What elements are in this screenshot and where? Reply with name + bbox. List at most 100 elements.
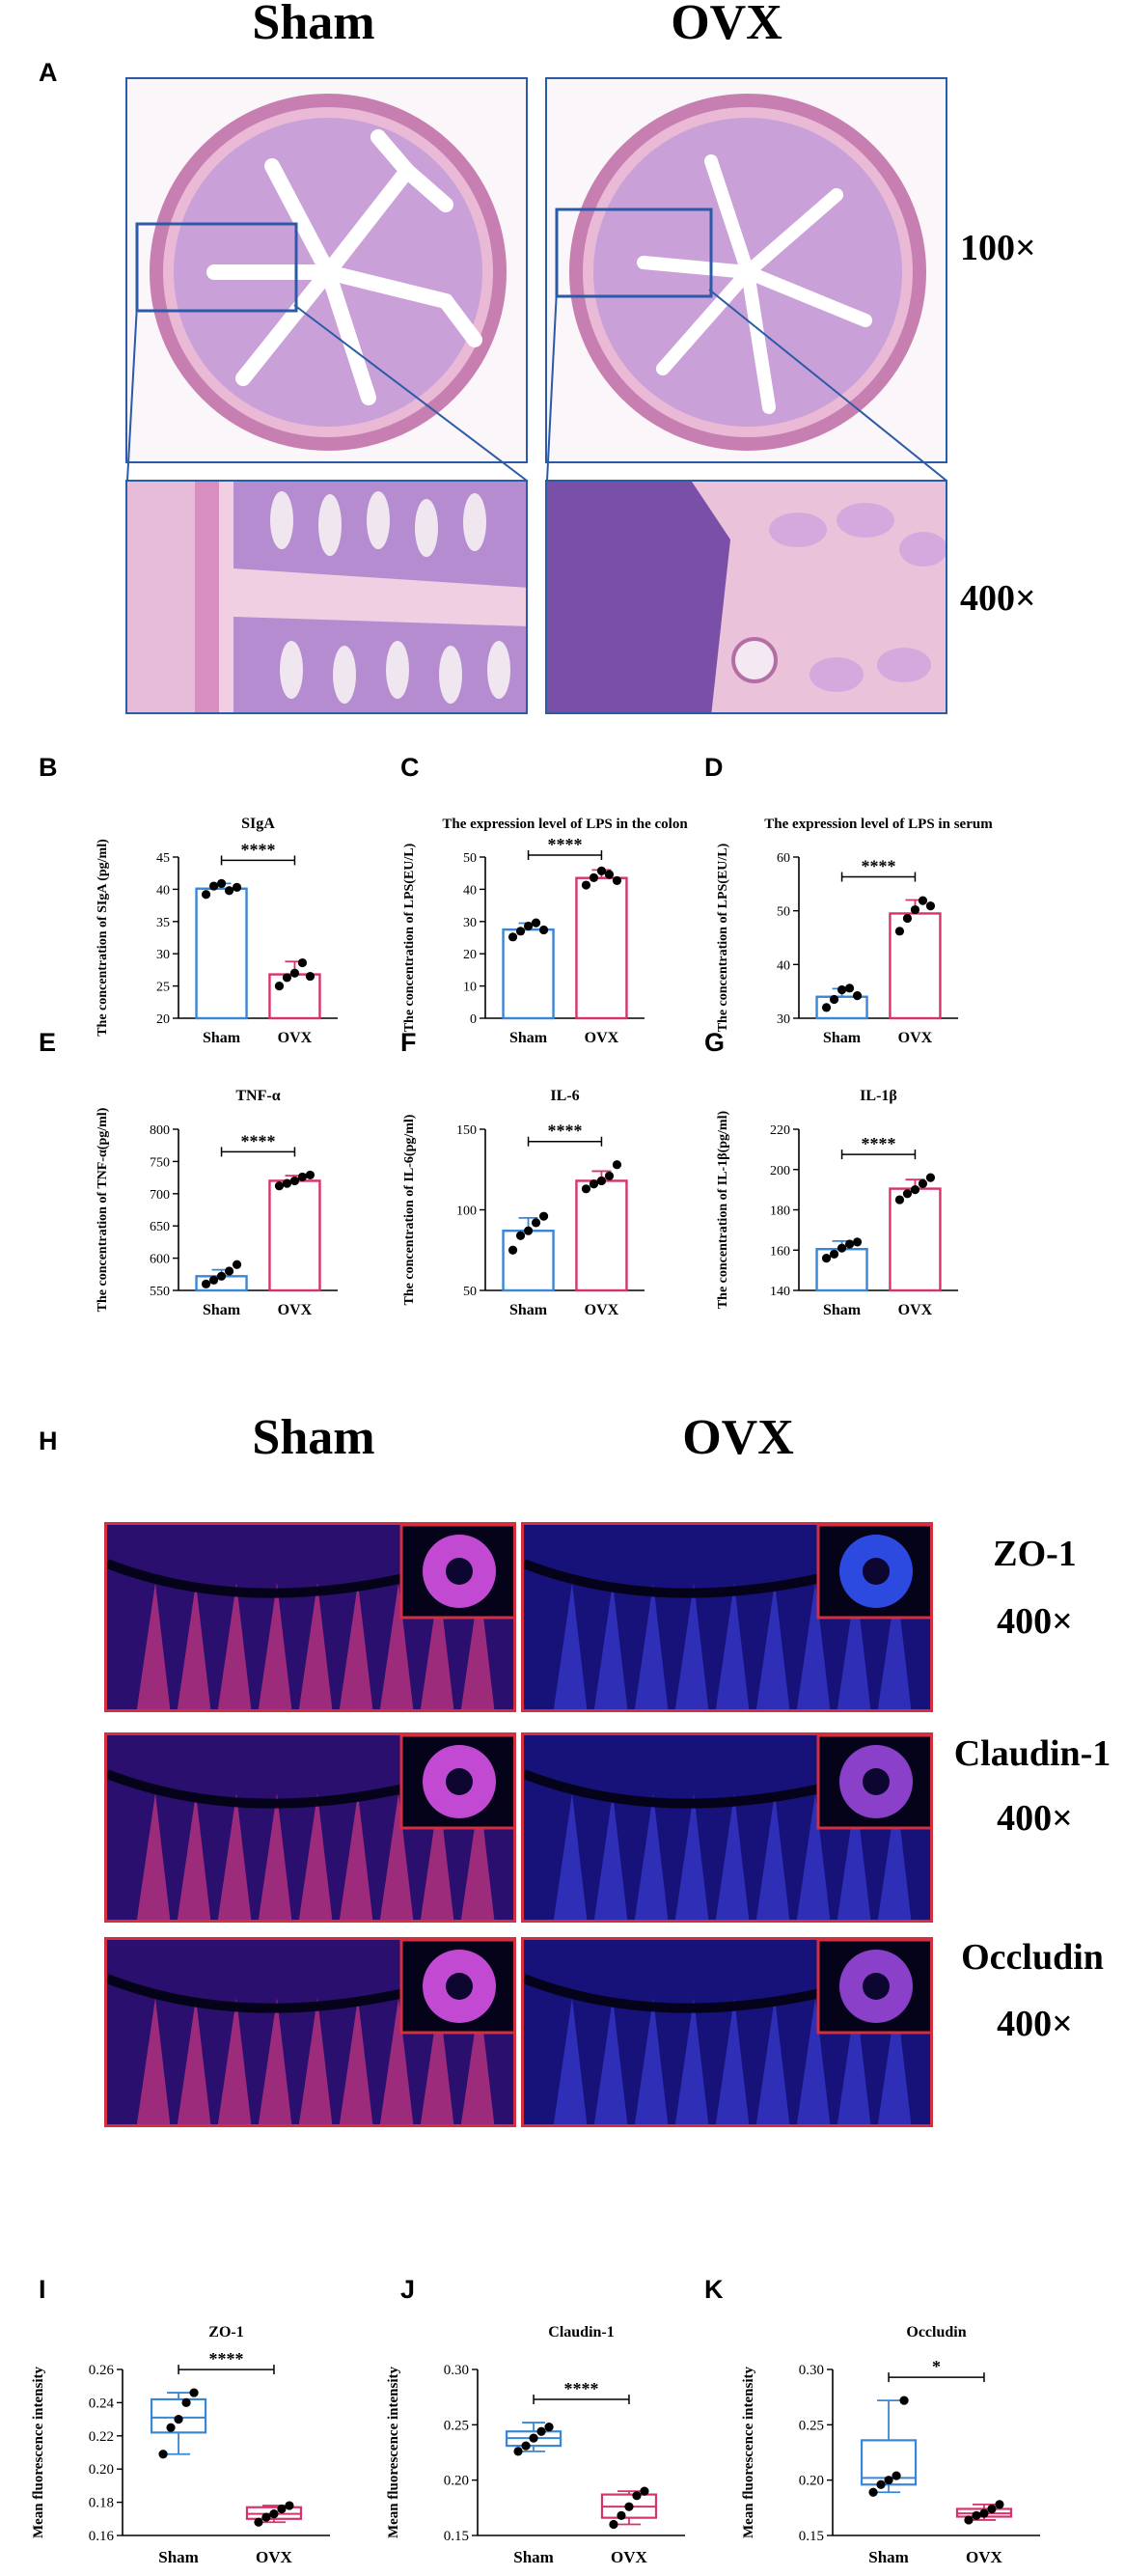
y-tick-label: 50 (463, 851, 477, 866)
data-point (282, 973, 292, 983)
y-tick-label: 200 (770, 1164, 790, 1178)
data-point (892, 2471, 901, 2480)
y-tick-label: 20 (156, 1012, 170, 1027)
x-tick-label-sham: Sham (203, 1302, 241, 1318)
y-tick-label: 50 (463, 1285, 477, 1299)
data-point (589, 1179, 599, 1189)
significance-label: **** (548, 835, 583, 854)
bar-ovx (575, 1179, 628, 1292)
data-point (995, 2500, 1004, 2509)
x-tick-label-ovx: OVX (611, 2548, 648, 2566)
y-tick-label: 650 (150, 1220, 170, 1234)
data-point (612, 1160, 622, 1170)
data-point (269, 2509, 279, 2519)
chart-f-il6: IL-6 The concentration of IL-6(pg/ml) 50 10… (402, 1088, 645, 1318)
data-point (232, 1260, 242, 1269)
data-point (232, 882, 242, 892)
data-point (289, 1176, 300, 1186)
if-sham-claudin1-image (104, 1732, 516, 1923)
box-sham (150, 2397, 207, 2434)
data-point (596, 1176, 607, 1186)
y-tick-label: 0.15 (444, 2529, 469, 2544)
if-ovx-zo1-image (521, 1522, 933, 1712)
chart-k-occludin: Occludin Mean fluorescence intensity 0.15 0… (741, 2324, 1040, 2566)
data-point (640, 2486, 649, 2496)
data-point (876, 2479, 886, 2489)
data-point (604, 870, 615, 879)
data-point (979, 2508, 989, 2518)
he-header-sham: Sham (252, 0, 375, 50)
data-point (821, 1003, 832, 1012)
y-axis-label: The concentration of IL-6(pg/ml) (402, 1114, 417, 1305)
data-point (852, 1237, 863, 1247)
data-point (902, 1189, 913, 1199)
he-sham-100x-image (125, 77, 528, 463)
bar-sham (195, 887, 248, 1020)
if-ovx-occludin-image (521, 1937, 933, 2127)
data-point (589, 873, 599, 882)
he-mag-400x: 400× (960, 578, 1036, 619)
data-point (531, 918, 541, 928)
data-point (609, 2519, 618, 2530)
he-mag-100x: 100× (960, 228, 1036, 268)
y-tick-label: 25 (156, 981, 170, 995)
data-point (224, 1266, 234, 1276)
data-point (821, 1254, 832, 1263)
significance-label: **** (862, 857, 896, 876)
x-tick-label-sham: Sham (158, 2548, 199, 2566)
x-tick-label-sham: Sham (513, 2548, 554, 2566)
data-point (972, 2510, 981, 2520)
panel-letter-c: C (400, 753, 420, 782)
y-tick-label: 35 (156, 916, 170, 930)
data-point (612, 875, 622, 885)
data-point (189, 2388, 199, 2397)
if-ovx-claudin1-image (521, 1732, 933, 1923)
chart-e-tnf: TNF-α The concentration of TNF-α(pg/ml) 55… (96, 1088, 338, 1318)
y-tick-label: 0.20 (89, 2462, 114, 2478)
if-sham-occludin-image (104, 1937, 516, 2127)
y-tick-label: 0.20 (799, 2474, 824, 2489)
chart-title: IL-1β (860, 1088, 897, 1104)
data-point (508, 932, 518, 942)
x-tick-label-ovx: OVX (278, 1302, 313, 1318)
data-point (208, 881, 219, 891)
panel-letter-g: G (704, 1028, 726, 1057)
data-point (274, 1181, 285, 1191)
y-tick-label: 800 (150, 1123, 170, 1138)
significance-label: **** (862, 1134, 896, 1153)
panel-letter-j: J (400, 2275, 416, 2304)
data-point (536, 2426, 546, 2436)
if-mag-zo1: 400× (997, 1601, 1073, 1642)
data-point (166, 2423, 176, 2432)
bar-ovx (575, 876, 628, 1020)
x-tick-label-ovx: OVX (585, 1302, 619, 1318)
data-point (513, 2447, 523, 2456)
y-tick-label: 550 (150, 1285, 170, 1299)
y-tick-label: 50 (777, 905, 790, 920)
data-point (216, 1271, 227, 1281)
y-tick-label: 45 (156, 851, 170, 866)
data-point (837, 1243, 847, 1253)
y-tick-label: 0.25 (444, 2418, 469, 2433)
if-mag-claudin1: 400× (997, 1798, 1073, 1839)
y-axis-label: The concentration of SIgA (pg/ml) (96, 839, 110, 1037)
if-marker-occludin: Occludin (961, 1937, 1104, 1978)
y-axis-label: Mean fluorescence intensity (31, 2366, 46, 2538)
he-ovx-400x-image (545, 480, 947, 714)
y-tick-label: 40 (463, 883, 477, 898)
panel-letter-e: E (39, 1028, 57, 1057)
data-point (515, 927, 526, 936)
chart-title: Occludin (906, 2324, 966, 2341)
y-tick-label: 0.24 (89, 2396, 115, 2411)
panel-letter-h: H (39, 1426, 58, 1455)
panel-letter-f: F (400, 1028, 417, 1057)
data-point (538, 1211, 549, 1221)
data-point (624, 2502, 634, 2511)
bar-sham (502, 1230, 555, 1292)
if-marker-claudin1: Claudin-1 (953, 1733, 1111, 1774)
data-point (201, 1279, 211, 1288)
data-point (918, 1178, 928, 1188)
chart-title: SIgA (241, 816, 275, 832)
y-tick-label: 60 (777, 851, 790, 866)
data-point (837, 984, 847, 995)
